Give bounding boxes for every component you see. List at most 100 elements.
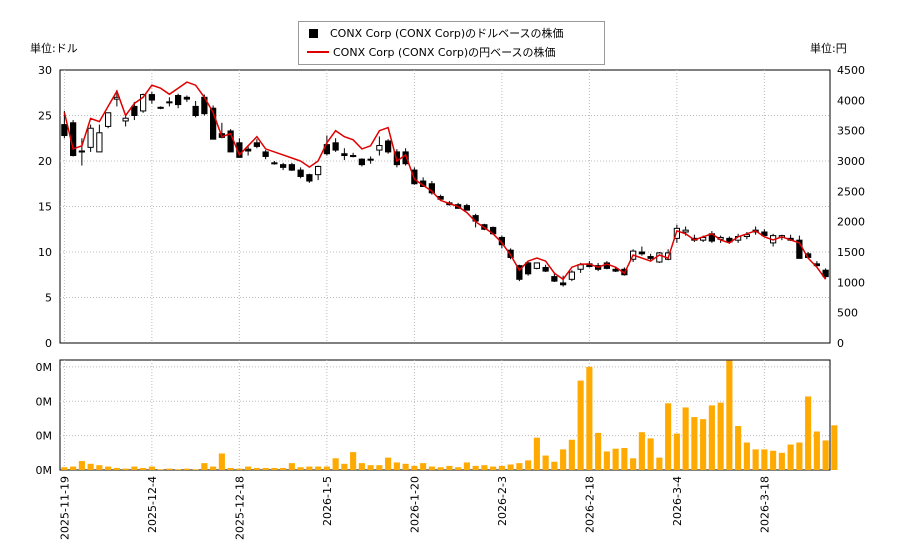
candle-body bbox=[367, 158, 374, 161]
volume-bar bbox=[393, 462, 400, 470]
candle-body bbox=[341, 153, 348, 157]
volume-bar bbox=[70, 466, 77, 470]
candle-body bbox=[411, 169, 418, 185]
volume-bar bbox=[542, 455, 549, 470]
volume-bar bbox=[533, 437, 540, 470]
volume-bar bbox=[61, 467, 68, 470]
candle-body bbox=[183, 96, 190, 100]
volume-bar bbox=[428, 466, 435, 470]
volume-bar bbox=[472, 465, 479, 470]
candle-body bbox=[358, 158, 365, 166]
volume-bar bbox=[367, 465, 374, 470]
volume-bar bbox=[332, 458, 339, 470]
legend-label-jpy: CONX Corp (CONX Corp)の円ベースの株価 bbox=[333, 46, 556, 59]
volume-bar bbox=[498, 465, 505, 470]
volume-bar bbox=[157, 469, 164, 470]
volume-bar bbox=[813, 431, 820, 470]
x-tick-label: 2025-12-4 bbox=[146, 476, 159, 533]
candle-body bbox=[87, 127, 94, 148]
volume-bar bbox=[253, 467, 260, 470]
volume-bar bbox=[175, 469, 182, 470]
right-tick-label: 1000 bbox=[837, 276, 865, 289]
legend-item-usd: CONX Corp (CONX Corp)のドルベースの株価 bbox=[307, 25, 564, 41]
candle-body bbox=[175, 94, 182, 106]
x-tick-label: 2026-1-5 bbox=[321, 476, 334, 526]
volume-bar bbox=[822, 440, 829, 470]
legend-label-usd: CONX Corp (CONX Corp)のドルベースの株価 bbox=[330, 27, 564, 40]
x-axis-ticks: 2025-11-19 2025-12-4 2025-12-18 2026-1-5 202… bbox=[58, 476, 771, 540]
volume-bar bbox=[122, 468, 129, 470]
candle-body bbox=[140, 94, 147, 112]
candle-body bbox=[192, 105, 199, 117]
jpy-price-line bbox=[63, 81, 827, 281]
x-tick-label: 2026-1-20 bbox=[408, 476, 421, 533]
volume-bar bbox=[726, 360, 733, 470]
volume-bar bbox=[350, 452, 357, 470]
volume-bar bbox=[323, 466, 330, 470]
volume-bar bbox=[236, 468, 243, 470]
volume-bar bbox=[113, 467, 120, 470]
candle-body bbox=[78, 150, 85, 153]
volume-bar bbox=[673, 433, 680, 470]
volume-bar bbox=[778, 452, 785, 470]
candle-body bbox=[166, 101, 173, 104]
x-tick-label: 2026-3-4 bbox=[671, 476, 684, 526]
candle-body bbox=[96, 132, 103, 153]
candle-body bbox=[280, 164, 287, 168]
candle-body bbox=[560, 282, 567, 286]
candle-body bbox=[568, 271, 575, 280]
candle-body bbox=[822, 269, 829, 278]
left-tick-label: 15 bbox=[38, 201, 52, 214]
volume-bar bbox=[455, 467, 462, 470]
candle-body bbox=[796, 239, 803, 259]
volume-bar bbox=[647, 438, 654, 470]
volume-bar bbox=[577, 380, 584, 470]
volume-bar bbox=[525, 460, 532, 470]
volume-bar bbox=[376, 465, 383, 470]
right-axis-unit: 単位:円 bbox=[810, 42, 847, 55]
legend-swatch-line bbox=[307, 51, 329, 53]
candle-body bbox=[157, 106, 164, 109]
volume-bar bbox=[735, 426, 742, 470]
volume-bar bbox=[227, 467, 234, 470]
volume-bar bbox=[420, 463, 427, 470]
volume-tick-label: 0M bbox=[36, 361, 53, 374]
candle-body bbox=[743, 234, 750, 238]
candle-body bbox=[350, 155, 357, 158]
volume-bar bbox=[271, 467, 278, 470]
left-tick-label: 5 bbox=[45, 292, 52, 305]
volume-bar bbox=[481, 465, 488, 470]
right-tick-label: 4000 bbox=[837, 94, 865, 107]
candle-body bbox=[385, 140, 392, 153]
right-tick-label: 1500 bbox=[837, 246, 865, 259]
volume-bar bbox=[402, 463, 409, 470]
candle-body bbox=[306, 174, 313, 182]
right-tick-label: 2000 bbox=[837, 216, 865, 229]
candle-body bbox=[761, 231, 768, 237]
volume-bar bbox=[210, 466, 217, 470]
x-tick-label: 2026-3-18 bbox=[758, 476, 771, 533]
candle-body bbox=[551, 276, 558, 282]
volume-bar bbox=[96, 465, 103, 470]
volume-bar bbox=[717, 402, 724, 470]
left-tick-label: 30 bbox=[38, 64, 52, 77]
volume-bar bbox=[787, 444, 794, 470]
right-tick-label: 3000 bbox=[837, 155, 865, 168]
volume-bar bbox=[218, 453, 225, 470]
volume-bar bbox=[665, 403, 672, 470]
volume-bar bbox=[245, 466, 252, 470]
legend-swatch-candle bbox=[309, 28, 318, 38]
candle-body bbox=[297, 169, 304, 177]
volume-bar bbox=[315, 466, 322, 470]
volume-bars bbox=[61, 360, 838, 470]
left-axis-unit: 単位:ドル bbox=[30, 42, 78, 55]
volume-bar bbox=[131, 466, 138, 470]
candle-body bbox=[122, 117, 129, 122]
volume-tick-label: 0M bbox=[36, 395, 53, 408]
volume-bar bbox=[280, 467, 287, 470]
x-tick-label: 2026-2-18 bbox=[583, 476, 596, 533]
candle-body bbox=[131, 105, 138, 117]
candle-body bbox=[638, 251, 645, 255]
volume-bar bbox=[752, 449, 759, 470]
